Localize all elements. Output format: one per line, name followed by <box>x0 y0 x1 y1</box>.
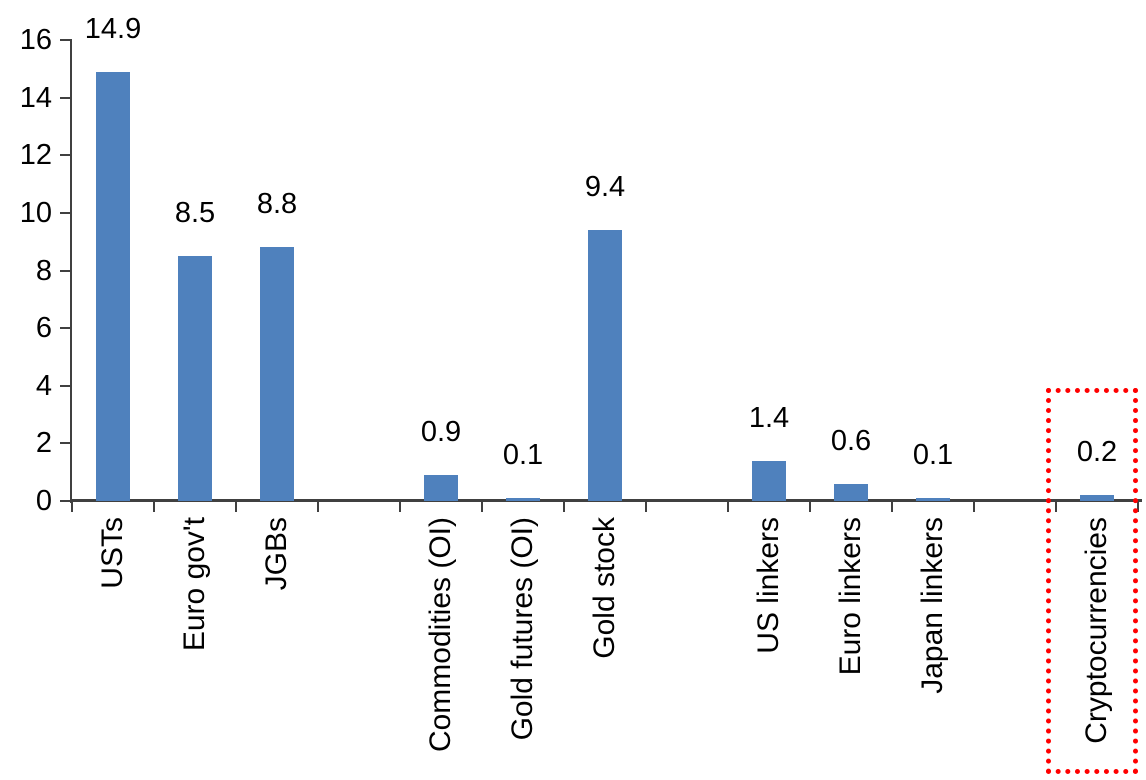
y-tick <box>60 442 72 445</box>
bar-value-label: 0.6 <box>830 425 872 457</box>
y-tick-label: 8 <box>35 254 52 287</box>
x-tick <box>1137 501 1139 512</box>
y-tick-label: 10 <box>19 196 52 229</box>
x-tick <box>973 501 975 512</box>
x-tick <box>399 501 401 512</box>
x-tick <box>481 501 483 512</box>
bar <box>752 461 786 501</box>
x-tick <box>809 501 811 512</box>
x-tick <box>235 501 237 512</box>
y-tick <box>60 211 72 214</box>
y-tick <box>60 154 72 157</box>
y-tick-label: 12 <box>19 139 52 172</box>
y-tick-label: 2 <box>35 427 52 460</box>
category-label: Japan linkers <box>916 517 949 694</box>
x-tick <box>727 501 729 512</box>
bar-value-label: 0.1 <box>502 439 544 471</box>
y-tick <box>60 96 72 99</box>
bar-value-label: 1.4 <box>748 402 790 434</box>
x-tick <box>1055 501 1057 512</box>
category-label: US linkers <box>752 517 785 654</box>
x-tick <box>153 501 155 512</box>
bar-value-label: 14.9 <box>84 13 142 45</box>
x-tick <box>891 501 893 512</box>
y-tick-label: 16 <box>19 24 52 56</box>
bar <box>916 498 950 501</box>
y-tick <box>60 327 72 330</box>
x-tick <box>645 501 647 512</box>
y-tick-label: 6 <box>35 312 52 345</box>
bar-value-label: 9.4 <box>584 171 626 203</box>
bar-value-label: 8.5 <box>174 197 216 229</box>
x-tick <box>317 501 319 512</box>
category-label: Euro linkers <box>834 517 867 676</box>
bar <box>1080 495 1114 501</box>
bar-value-label: 0.9 <box>420 416 462 448</box>
category-label: JGBs <box>260 517 293 591</box>
category-label: Gold futures (OI) <box>506 517 539 741</box>
bar <box>424 475 458 501</box>
bar-value-label: 0.2 <box>1076 436 1118 468</box>
y-tick <box>60 384 72 387</box>
category-label: Gold stock <box>588 517 621 659</box>
highlight-box <box>1046 388 1138 774</box>
y-axis-line <box>70 40 72 503</box>
y-tick-label: 4 <box>35 369 52 402</box>
bar-value-label: 0.1 <box>912 439 954 471</box>
y-tick-label: 0 <box>35 485 52 517</box>
bar <box>260 247 294 501</box>
x-tick <box>71 501 73 512</box>
category-label: Euro gov't <box>178 517 211 652</box>
bar <box>834 484 868 501</box>
y-tick-label: 14 <box>19 81 52 114</box>
y-tick <box>60 39 72 41</box>
y-tick <box>60 500 72 502</box>
bar <box>96 72 130 501</box>
category-label: Commodities (OI) <box>424 517 457 753</box>
bar <box>588 230 622 501</box>
bar-value-label: 8.8 <box>256 188 298 220</box>
x-tick <box>563 501 565 512</box>
category-label: USTs <box>96 517 129 589</box>
bar <box>506 498 540 501</box>
bar <box>178 256 212 501</box>
y-tick <box>60 269 72 272</box>
